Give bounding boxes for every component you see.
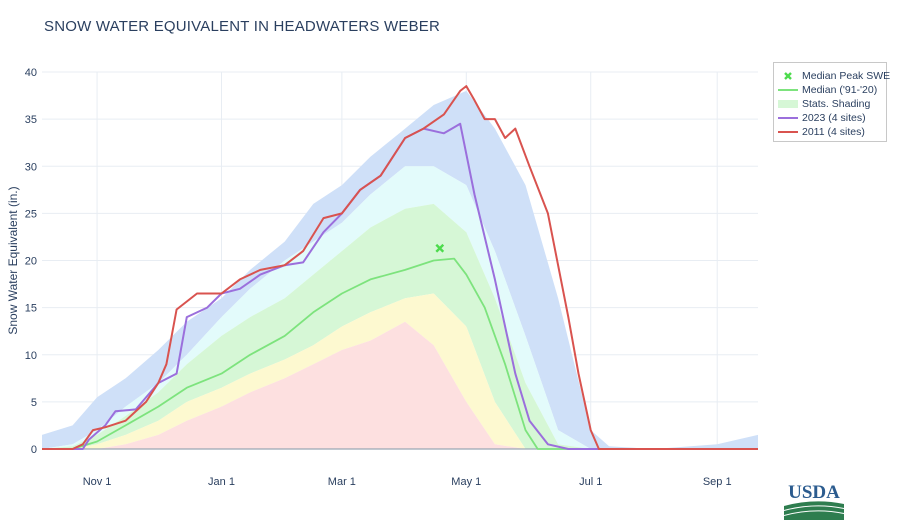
y-tick-label: 25 (25, 208, 37, 220)
line-swatch-icon (778, 112, 798, 124)
line-swatch-icon (778, 84, 798, 96)
median-peak-marker (435, 243, 445, 253)
x-tick-label: Jan 1 (208, 476, 235, 488)
legend-item-median[interactable]: Median ('91-'20) (778, 83, 877, 97)
legend-item-2011[interactable]: 2011 (4 sites) (778, 125, 865, 139)
y-axis-title: Snow Water Equivalent (in.) (6, 186, 20, 334)
x-tick-label: May 1 (451, 476, 481, 488)
legend-label: 2023 (4 sites) (802, 112, 866, 124)
legend-label: Median ('91-'20) (802, 84, 878, 96)
y-tick-label: 10 (25, 350, 37, 362)
series-2023-line (42, 122, 758, 450)
area-swatch-icon (778, 98, 798, 110)
median-line (42, 257, 758, 450)
y-tick-label: 40 (25, 67, 37, 79)
x-tick-label: Mar 1 (328, 476, 356, 488)
x-tick-label: Nov 1 (83, 476, 112, 488)
legend-label: Median Peak SWE (802, 70, 891, 82)
y-tick-label: 15 (25, 303, 37, 315)
y-tick-label: 5 (31, 397, 37, 409)
line-swatch-icon (778, 126, 798, 138)
usda-logo: USDA (784, 482, 844, 520)
chart-title: SNOW WATER EQUIVALENT IN HEADWATERS WEBE… (44, 18, 441, 35)
legend: Median Peak SWE Median ('91-'20) Stats. … (773, 62, 890, 142)
x-tick-label: Jul 1 (579, 476, 602, 488)
usda-logo-text: USDA (788, 482, 840, 503)
x-marker-icon (778, 70, 798, 82)
legend-label: Stats. Shading (802, 98, 871, 110)
y-tick-label: 35 (25, 114, 37, 126)
y-tick-label: 30 (25, 161, 37, 173)
x-tick-label: Sep 1 (703, 476, 732, 488)
band-10-min (42, 321, 758, 449)
legend-item-2023[interactable]: 2023 (4 sites) (778, 111, 866, 125)
y-tick-label: 20 (25, 256, 37, 268)
y-tick-label: 0 (31, 444, 37, 456)
legend-item-shading[interactable]: Stats. Shading (778, 97, 870, 111)
band-90-70 (42, 166, 758, 450)
legend-label: 2011 (4 sites) (802, 126, 865, 138)
band-70-30 (42, 203, 758, 449)
series-2011-line (42, 85, 758, 450)
legend-item-median-peak[interactable]: Median Peak SWE (778, 69, 890, 83)
